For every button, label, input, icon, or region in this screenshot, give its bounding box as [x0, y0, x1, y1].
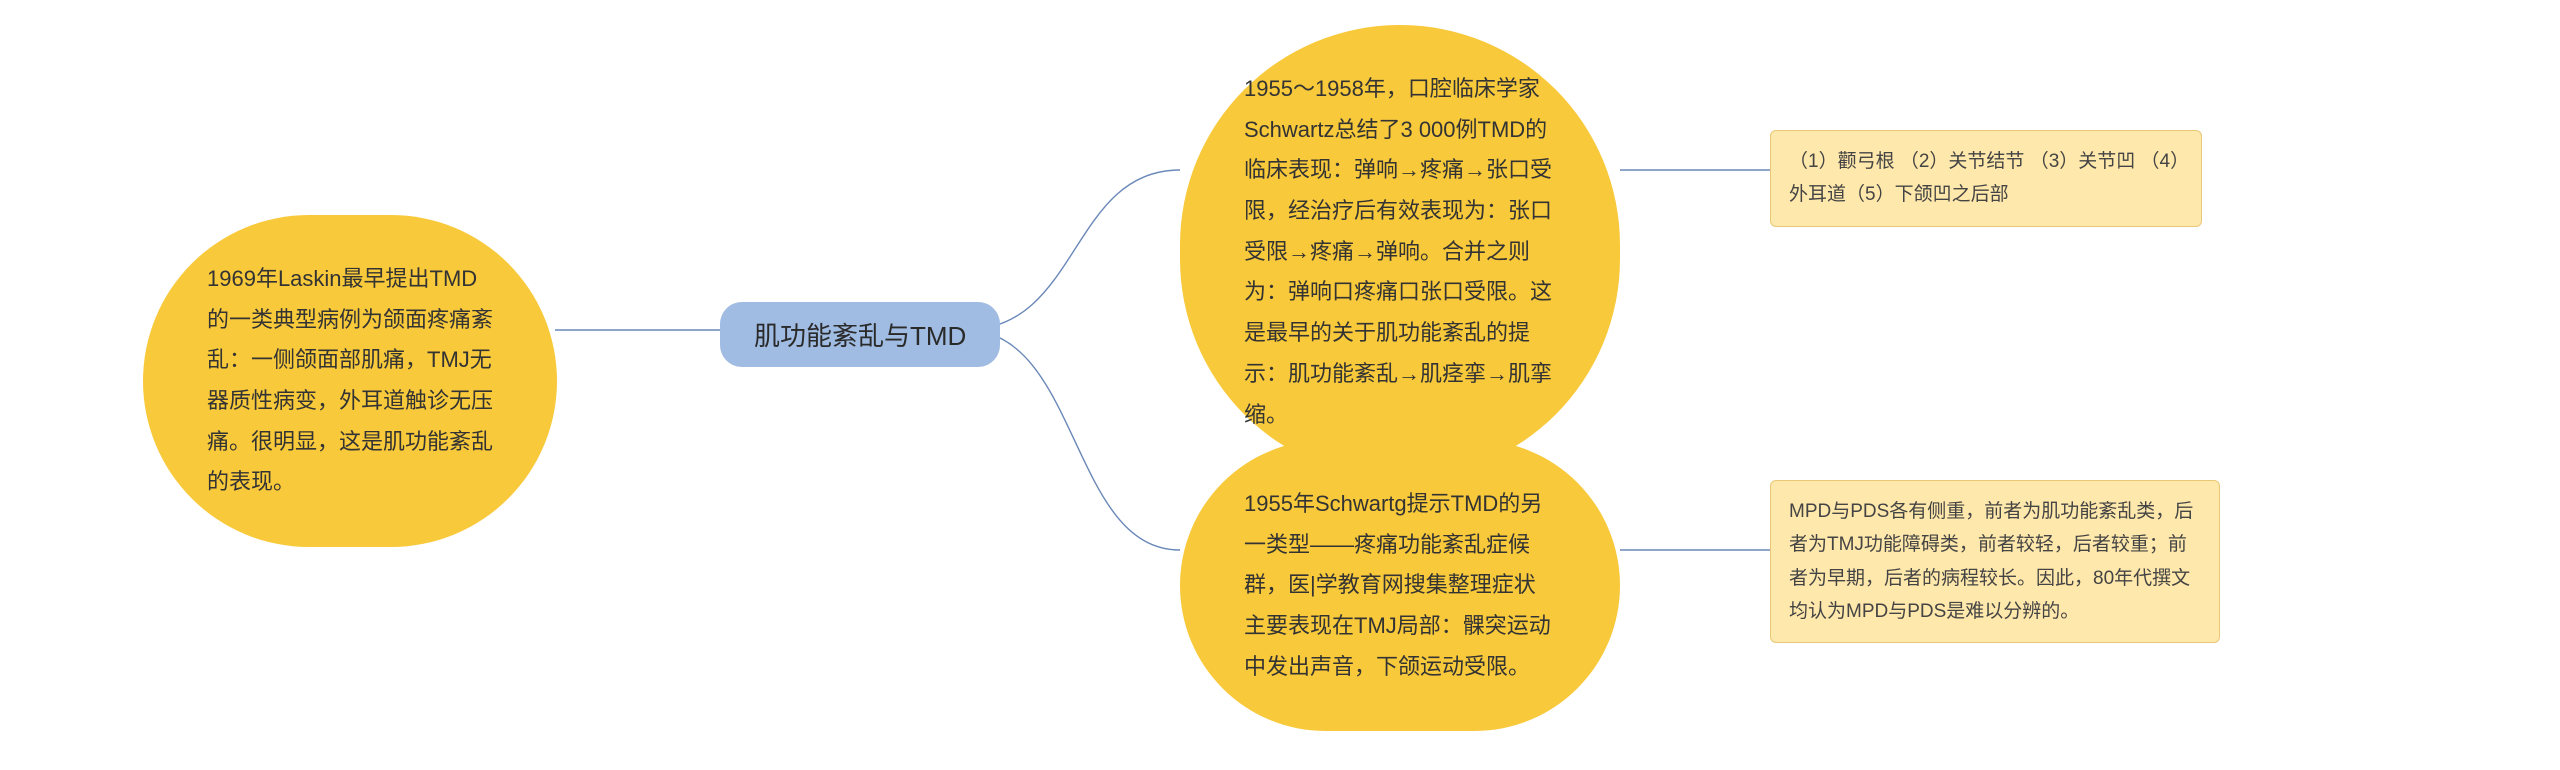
right-node-2-leaf: MPD与PDS各有侧重，前者为肌功能紊乱类，后者为TMJ功能障碍类，前者较轻，后…: [1770, 480, 2220, 643]
right-node-1-leaf: （1）颧弓根 （2）关节结节 （3）关节凹 （4）外耳道（5）下颌凹之后部: [1770, 130, 2202, 227]
right-node-2: 1955年Schwartg提示TMD的另一类型——疼痛功能紊乱症候群，医|学教育…: [1180, 440, 1620, 731]
right-node-1: 1955～1958年，口腔临床学家Schwartz总结了3 000例TMD的临床…: [1180, 25, 1620, 479]
left-node-1: 1969年Laskin最早提出TMD的一类典型病例为颌面疼痛紊乱：一侧颌面部肌痛…: [143, 215, 557, 547]
center-node: 肌功能紊乱与TMD: [720, 302, 1000, 367]
